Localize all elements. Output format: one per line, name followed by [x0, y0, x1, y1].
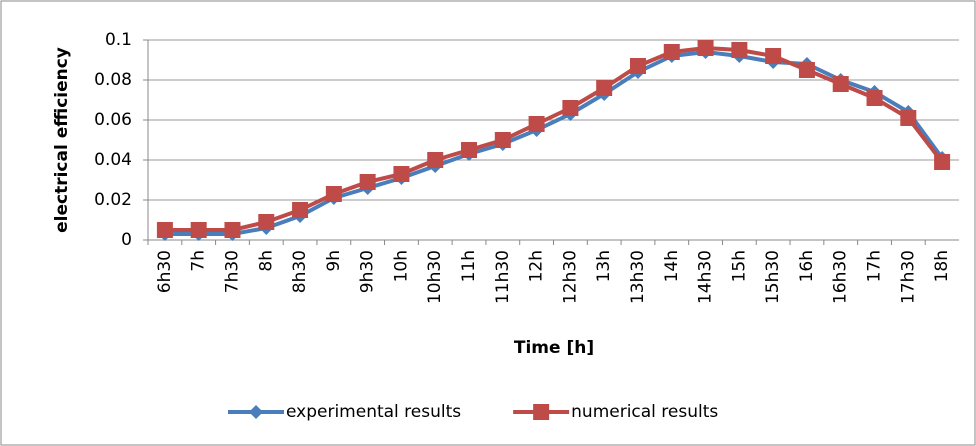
data-point — [224, 222, 241, 238]
x-tick-label: 17h30 — [898, 250, 918, 304]
x-tick-label: 12h — [527, 250, 547, 282]
x-tick-label: 18h — [932, 250, 952, 282]
x-tick-label: 14h — [662, 250, 682, 282]
y-tick-label: 0.08 — [94, 70, 132, 90]
data-point — [596, 80, 613, 96]
data-point — [528, 116, 545, 132]
data-point — [663, 44, 680, 60]
data-point — [427, 152, 444, 168]
x-tick-label: 11h — [459, 250, 479, 282]
x-tick-label: 17h — [865, 250, 885, 282]
x-tick-label: 15h30 — [763, 250, 783, 304]
legend-marker — [249, 405, 263, 419]
x-tick-label: 10h — [391, 250, 411, 282]
y-tick-label: 0 — [121, 230, 132, 250]
y-axis-title: electrical efficiency — [52, 47, 72, 233]
x-tick-label: 7h30 — [222, 250, 242, 293]
legend-label: numerical results — [571, 402, 718, 422]
x-tick-label: 14h30 — [696, 250, 716, 304]
x-tick-label: 8h — [256, 250, 276, 272]
data-point — [292, 202, 309, 218]
data-point — [629, 58, 646, 74]
x-axis-title: Time [h] — [514, 338, 594, 358]
data-point — [934, 154, 951, 170]
y-tick-label: 0.1 — [105, 30, 132, 50]
x-tick-label: 7h — [189, 250, 209, 272]
x-tick-label: 6h30 — [155, 250, 175, 293]
legend-label: experimental results — [286, 402, 461, 422]
data-point — [697, 40, 714, 56]
x-tick-label: 16h — [797, 250, 817, 282]
data-point — [765, 48, 782, 64]
x-tick-label: 15h — [729, 250, 749, 282]
y-tick-label: 0.04 — [94, 150, 132, 170]
x-tick-label: 8h30 — [290, 250, 310, 293]
x-tick-label: 13h — [594, 250, 614, 282]
data-point — [359, 174, 376, 190]
data-point — [832, 76, 849, 92]
data-point — [461, 142, 478, 158]
x-tick-label: 9h30 — [358, 250, 378, 293]
x-tick-label: 13h30 — [628, 250, 648, 304]
data-point — [156, 222, 173, 238]
data-point — [731, 42, 748, 58]
data-point — [393, 166, 410, 182]
data-point — [798, 62, 815, 78]
x-tick-label: 9h — [324, 250, 344, 272]
x-tick-label: 11h30 — [493, 250, 513, 304]
y-tick-label: 0.06 — [94, 110, 132, 130]
x-tick-label: 10h30 — [425, 250, 445, 304]
data-point — [866, 90, 883, 106]
data-point — [190, 222, 207, 238]
data-point — [494, 132, 511, 148]
legend-marker — [533, 404, 550, 420]
data-point — [325, 186, 342, 202]
y-tick-label: 0.02 — [94, 190, 132, 210]
data-point — [562, 100, 579, 116]
x-tick-label: 12h30 — [560, 250, 580, 304]
data-point — [258, 214, 275, 230]
x-tick-label: 16h30 — [831, 250, 851, 304]
data-point — [900, 110, 917, 126]
